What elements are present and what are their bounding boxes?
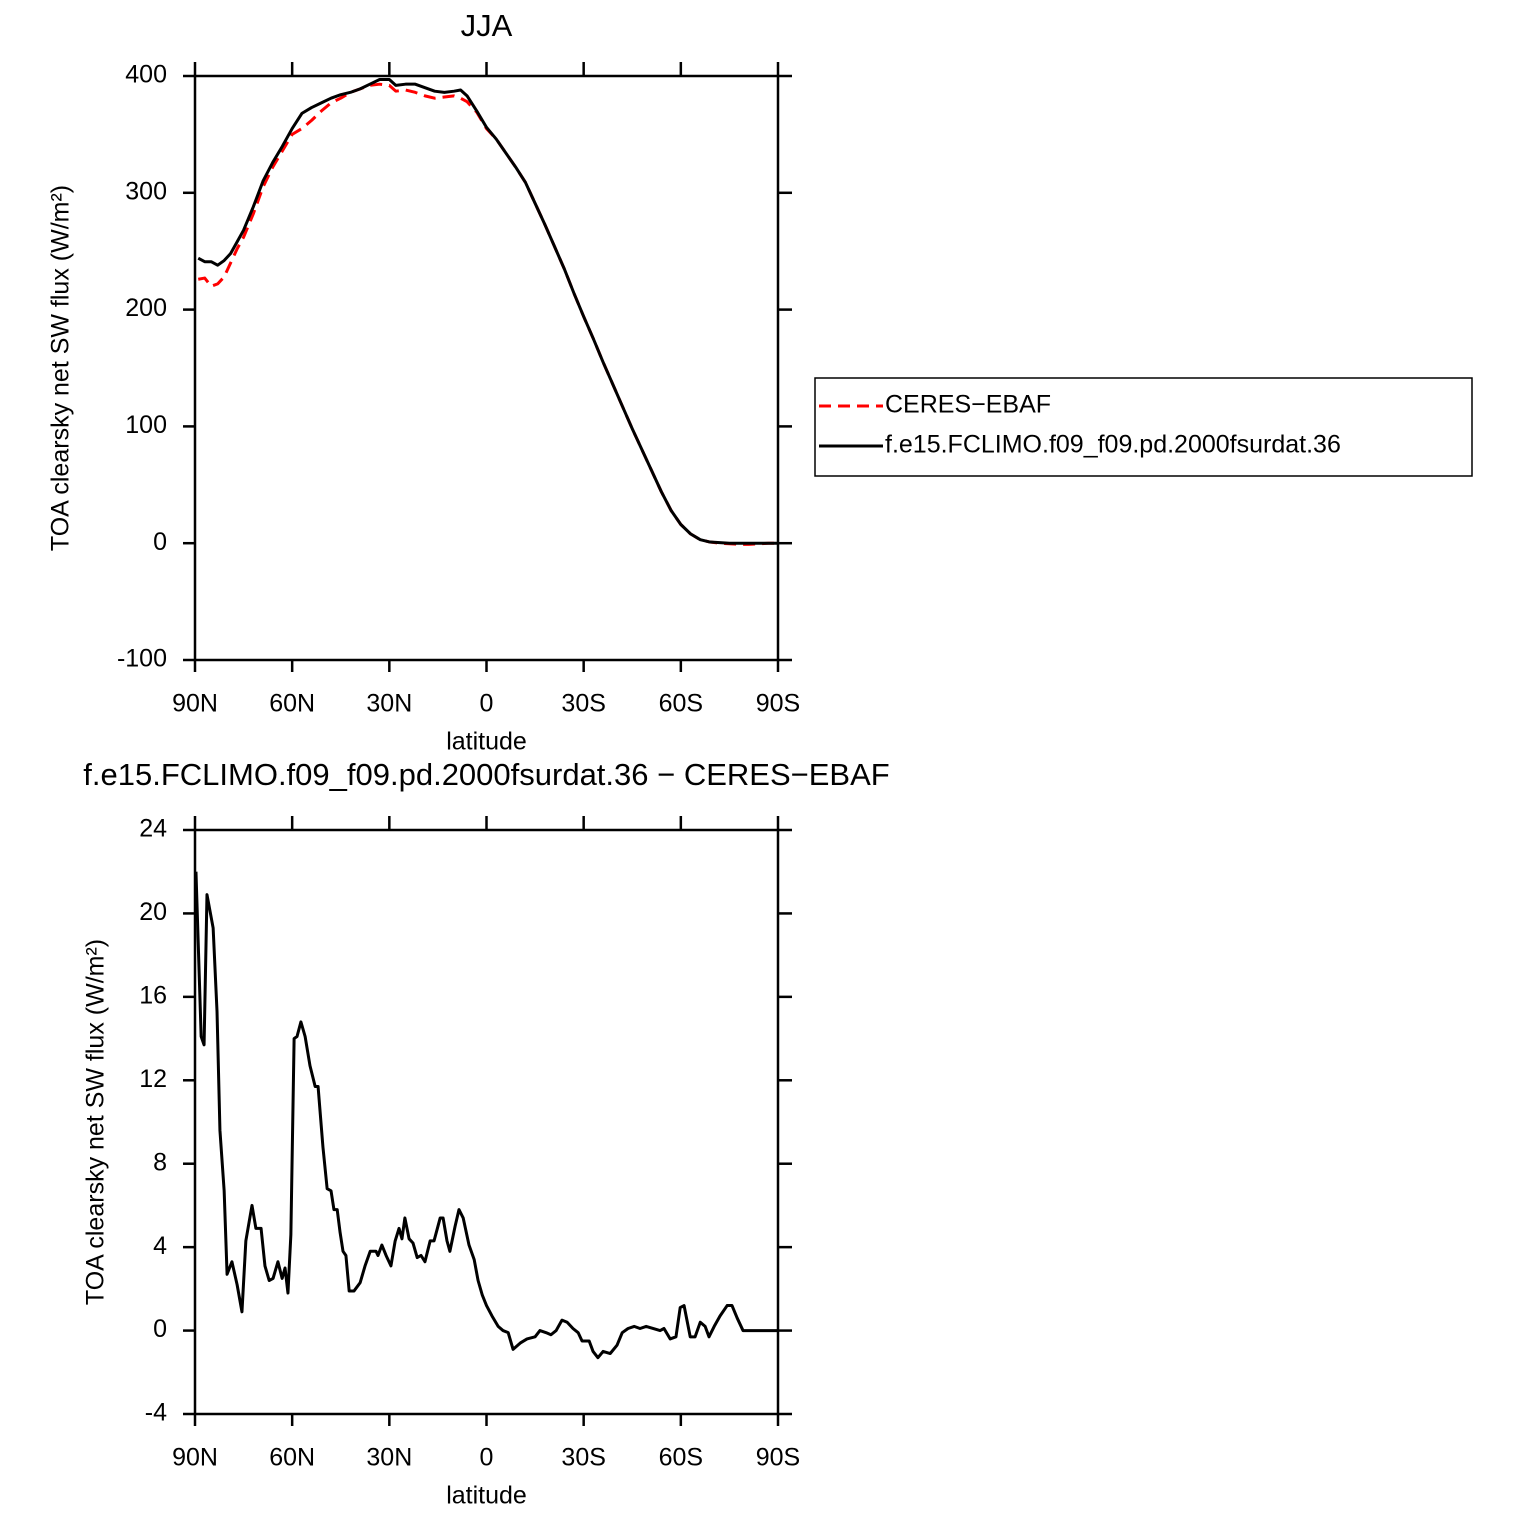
chart-title: JJA [461,8,513,43]
y-tick-label: -4 [145,1399,167,1427]
y-axis-label: TOA clearsky net SW flux (W/m²) [47,185,75,551]
y-tick-label: 16 [139,981,167,1009]
y-tick-label: 200 [125,294,167,322]
x-axis-label: latitude [446,1482,527,1510]
x-tick-label: 60S [659,690,703,718]
chart-title: f.e15.FCLIMO.f09_f09.pd.2000fsurdat.36 −… [83,757,889,792]
x-tick-label: 90S [756,690,800,718]
y-tick-label: 400 [125,61,167,89]
data-line [197,82,778,546]
y-tick-label: 24 [139,815,167,843]
x-tick-label: 30N [366,690,412,718]
legend-box [814,377,1473,477]
x-tick-label: 60N [269,690,315,718]
data-line [197,78,778,545]
x-tick-label: 90S [756,1444,800,1472]
y-tick-label: 300 [125,177,167,205]
legend-label: CERES−EBAF [885,391,1051,419]
y-tick-label: 100 [125,411,167,439]
x-tick-label: 0 [480,690,494,718]
x-tick-label: 30N [366,1444,412,1472]
x-tick-label: 60S [659,1444,703,1472]
y-tick-label: 4 [153,1232,167,1260]
x-tick-label: 60N [269,1444,315,1472]
y-axis-label: TOA clearsky net SW flux (W/m²) [82,939,110,1305]
y-tick-label: 12 [139,1065,167,1093]
x-tick-label: 30S [561,1444,605,1472]
plot-frame [193,74,780,662]
x-tick-label: 90N [172,690,218,718]
x-tick-label: 0 [480,1444,494,1472]
x-tick-label: 90N [172,1444,218,1472]
x-axis-label: latitude [446,728,527,756]
y-tick-label: 0 [153,528,167,556]
y-tick-label: 20 [139,898,167,926]
legend-label: f.e15.FCLIMO.f09_f09.pd.2000fsurdat.36 [885,431,1341,459]
x-tick-label: 30S [561,690,605,718]
y-tick-label: -100 [117,645,167,673]
plot-frame [193,828,780,1416]
y-tick-label: 0 [153,1315,167,1343]
y-tick-label: 8 [153,1148,167,1176]
data-line [195,871,778,1360]
